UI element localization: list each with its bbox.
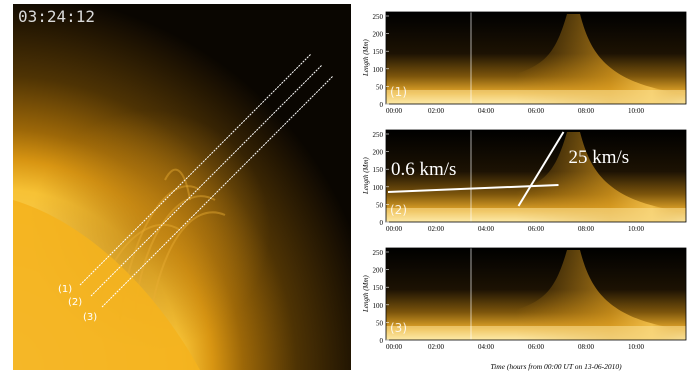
x-tick-label: 00:00 (386, 343, 402, 351)
y-tick-label: 0 (380, 219, 384, 227)
y-tick-label: 150 (373, 166, 384, 174)
slit-2 (90, 64, 323, 297)
slow-speed-label: 0.6 km/s (391, 159, 456, 180)
y-tick-label: 50 (376, 201, 384, 209)
panel-frame (385, 129, 687, 223)
image-timestamp: 03:24:12 (18, 7, 95, 26)
x-tick-label: 04:00 (478, 107, 494, 115)
limb-band (386, 208, 686, 222)
y-tick-label: 50 (376, 319, 384, 327)
x-tick-label: 04:00 (478, 343, 494, 351)
x-tick-label: 10:00 (628, 107, 644, 115)
x-tick-label: 00:00 (386, 107, 402, 115)
x-tick-label: 10:00 (628, 225, 644, 233)
y-tick-label: 0 (380, 337, 384, 345)
time-distance-panel-2: 0 50 100 150 200 250 00:00 02:00 04:00 06:00 08:00… (362, 129, 687, 233)
panel-label: (1) (390, 85, 407, 99)
y-tick-label: 100 (373, 302, 384, 310)
solar-limb-image (13, 4, 351, 370)
y-tick-label: 0 (380, 101, 384, 109)
y-tick-label: 100 (373, 184, 384, 192)
limb-band (386, 90, 686, 104)
y-tick-label: 200 (373, 267, 384, 275)
y-tick-label: 250 (373, 131, 384, 139)
x-tick-label: 02:00 (428, 225, 444, 233)
x-tick-label: 06:00 (528, 225, 544, 233)
panel-label: (2) (390, 203, 407, 217)
solar-disk-edge (13, 200, 200, 370)
y-tick-label: 250 (373, 249, 384, 257)
eruption-front (516, 14, 686, 104)
fast-speed-fit (517, 131, 565, 207)
y-tick-label: 100 (373, 66, 384, 74)
x-tick-label: 06:00 (528, 107, 544, 115)
panel-label: (3) (390, 321, 407, 335)
x-axis-label: Time (hours from 00:00 UT on 13-06-2010) (490, 362, 622, 371)
y-tick-label: 250 (373, 13, 384, 21)
x-tick-label: 10:00 (628, 343, 644, 351)
eruption-front (516, 250, 686, 340)
y-axis-label: Length (Mm) (362, 157, 370, 195)
panel-frame (385, 11, 687, 105)
time-distance-panel-1: 0 50 100 150 200 250 00:00 02:00 04:00 06:00 08:00… (362, 11, 687, 115)
slit-label-1: (1) (58, 284, 72, 295)
x-tick-label: 02:00 (428, 343, 444, 351)
y-axis-label: Length (Mm) (362, 275, 370, 313)
x-tick-label: 04:00 (478, 225, 494, 233)
time-distance-panel-3: 0 50 100 150 200 250 00:00 02:00 04:00 06:00 08:00… (362, 247, 687, 351)
y-axis-label: Length (Mm) (362, 39, 370, 77)
x-tick-label: 08:00 (578, 343, 594, 351)
fast-speed-label: 25 km/s (569, 147, 630, 168)
x-tick-label: 02:00 (428, 107, 444, 115)
slit-lines (79, 53, 334, 308)
y-tick-label: 200 (373, 31, 384, 39)
y-tick-label: 150 (373, 48, 384, 56)
panel-frame (385, 247, 687, 341)
y-tick-label: 200 (373, 149, 384, 157)
slit-label-3: (3) (83, 312, 97, 323)
x-tick-label: 08:00 (578, 225, 594, 233)
x-tick-label: 06:00 (528, 343, 544, 351)
limb-band (386, 326, 686, 340)
slit-label-2: (2) (68, 297, 82, 308)
x-tick-label: 00:00 (386, 225, 402, 233)
eruption-front (516, 132, 686, 222)
x-tick-label: 08:00 (578, 107, 594, 115)
slit-3 (101, 75, 334, 308)
y-tick-label: 50 (376, 83, 384, 91)
slit-1 (79, 53, 312, 286)
y-tick-label: 150 (373, 284, 384, 292)
